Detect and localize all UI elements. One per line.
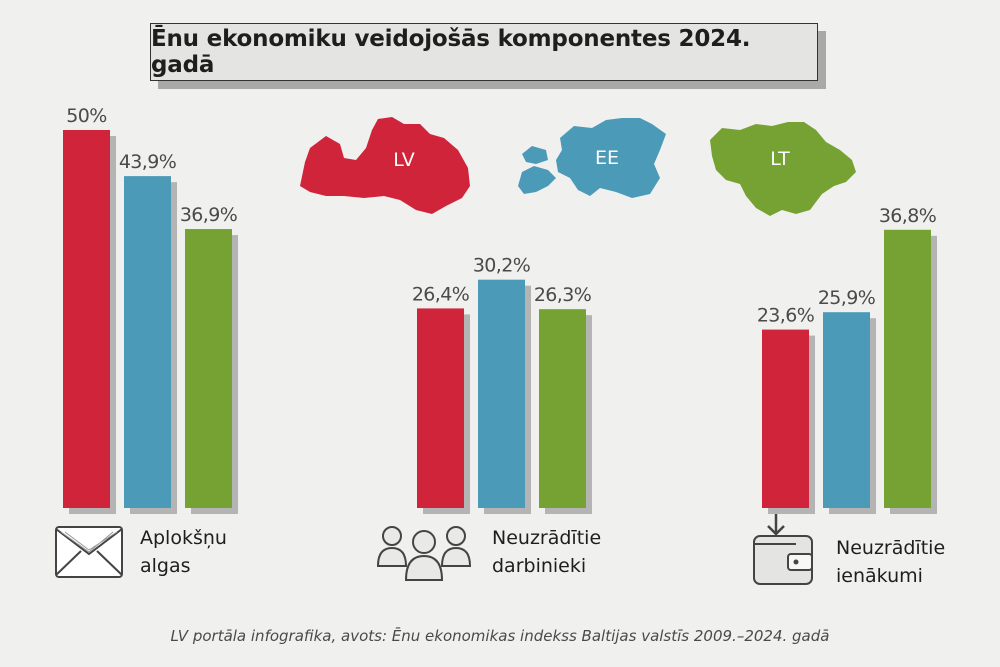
value-label-lv-2: 26,4% (412, 283, 469, 305)
value-label-ee-1: 43,9% (119, 151, 176, 173)
value-label-lv-3: 23,6% (757, 305, 814, 327)
category-label-line: algas (140, 555, 191, 577)
value-label-lt-3: 36,8% (879, 205, 936, 227)
saaremaa-island (518, 166, 556, 194)
map-label-ee: EE (595, 147, 619, 169)
category-label-line: Neuzrādītie (836, 537, 946, 559)
bar-ee-3 (823, 312, 870, 508)
people-icon (376, 526, 472, 581)
bar-lv-3 (762, 329, 809, 508)
category-label-line: Neuzrādītie (492, 527, 602, 549)
category-label-line: ienākumi (836, 565, 923, 587)
legend-ee: EE (518, 118, 666, 198)
lithuania-map-icon (710, 122, 856, 216)
category-label-workers: Neuzrādītie darbinieki (492, 524, 601, 580)
value-label-lt-1: 36,9% (180, 204, 237, 226)
map-label-lt: LT (770, 148, 790, 170)
category-label-line: Aplokšņu (140, 527, 227, 549)
bar-lv-2 (417, 308, 464, 508)
hiiumaa-island (522, 146, 548, 164)
category-label-income: Neuzrādītie ienākumi (836, 534, 945, 590)
bar-lv-1 (63, 130, 110, 508)
value-label-lt-2: 26,3% (534, 284, 591, 306)
legend-lv: LV (300, 117, 470, 214)
wallet-icon (753, 514, 813, 585)
value-label-ee-3: 25,9% (818, 287, 875, 309)
bar-lt-2 (539, 309, 586, 508)
bar-lt-3 (884, 229, 931, 509)
category-label-wages: Aplokšņu algas (140, 524, 227, 580)
bars-group: 50% 43,9% 36,9% 26,4%30,2%26,3% 23,6%25,9% 36… (63, 105, 937, 515)
value-label-ee-2: 30,2% (473, 255, 530, 277)
value-label-lv-1: 50% (66, 105, 106, 127)
category-label-line: darbinieki (492, 555, 587, 577)
bar-lt-1 (185, 229, 232, 508)
map-label-lv: LV (393, 149, 415, 171)
chart-title: Ēnu ekonomiku veidojošās komponentes 202… (150, 23, 818, 81)
estonia-map-icon (556, 118, 666, 198)
latvia-map-icon (300, 117, 470, 214)
legend-lt: LT (710, 122, 856, 216)
bar-ee-1 (124, 176, 171, 508)
bar-ee-2 (478, 279, 525, 508)
source-footer: LV portāla infografika, avots: Ēnu ekono… (170, 627, 830, 645)
envelope-icon (55, 526, 123, 578)
